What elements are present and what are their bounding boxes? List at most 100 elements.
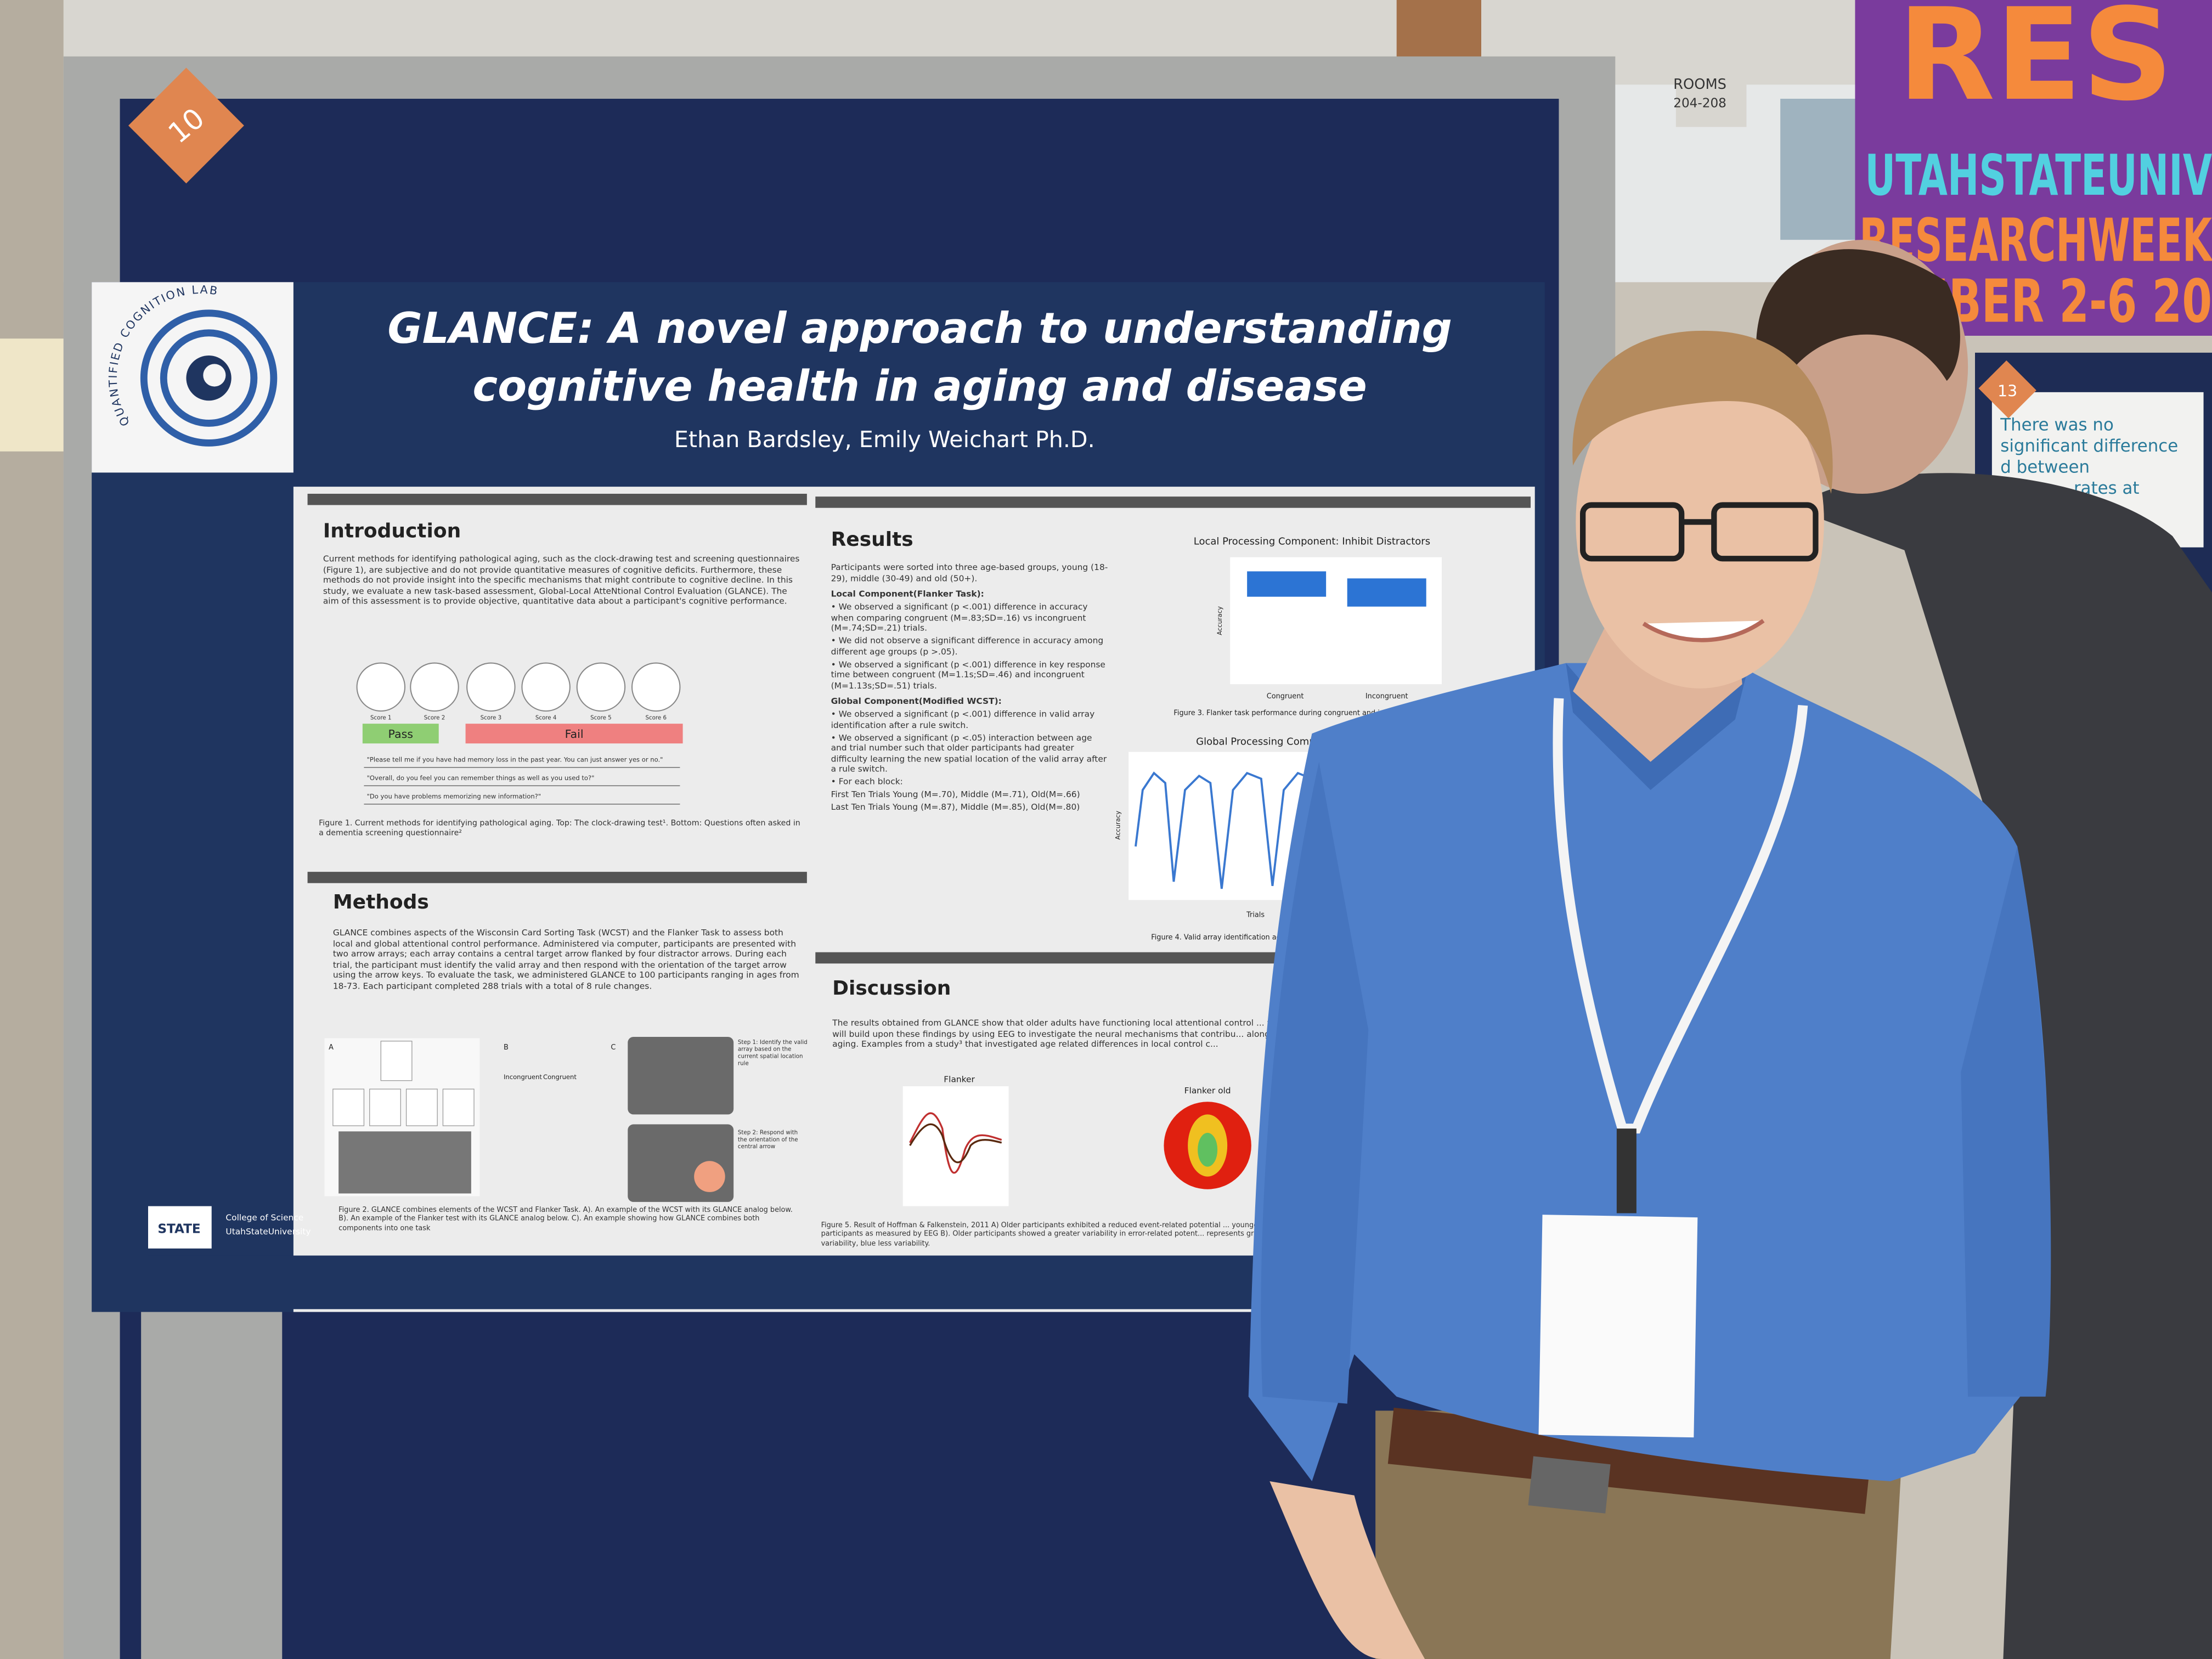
score-label: Score 3 (481, 714, 502, 721)
axis-label: Accuracy (1114, 811, 1122, 840)
question: "Please tell me if you have had memory l… (367, 756, 663, 764)
discussion-text: The results obtained from GLANCE show th… (832, 1018, 1288, 1050)
step-text: Step 1: Identify the valid array based o… (737, 1038, 808, 1066)
board-leg (141, 1297, 283, 1659)
scalp-map-center (1198, 1132, 1218, 1167)
hair (1756, 249, 1960, 395)
usu-logo: STATE College of Science UtahStateUniver… (148, 1206, 311, 1249)
panel-label: A (329, 1043, 334, 1052)
questions: "Please tell me if you have had memory l… (364, 756, 680, 805)
clock (576, 662, 626, 712)
sleeve (1261, 761, 1369, 1404)
question: "Do you have problems memorizing new inf… (367, 792, 541, 800)
box (1247, 571, 1327, 597)
results-bullet: • We observed a significant (p <.001) di… (831, 602, 1088, 634)
erp-line (909, 1112, 1002, 1174)
flanker-label: Incongruent (504, 1073, 542, 1081)
results-bullet: • We observed a significant (p <.001) di… (831, 659, 1105, 691)
score-label: Score 6 (645, 714, 667, 721)
card (332, 1088, 365, 1126)
axis-label: Incongruent (1365, 692, 1408, 701)
sleeve (1961, 846, 2051, 1397)
figure-2: A B C Incongruent Congruent Step 1: Iden… (324, 1037, 808, 1202)
neighbor-tag (1978, 360, 2036, 419)
banner-text: RES (1898, 0, 2174, 129)
logo-ring (160, 329, 258, 427)
results-bullet: • We observed a significant (p <.001) di… (831, 709, 1095, 730)
score-label: Score 5 (590, 714, 612, 721)
pass-label: Pass (388, 727, 414, 741)
intro-text: Current methods for identifying patholog… (323, 554, 800, 607)
neighbor-text: d between (2000, 457, 2090, 477)
belt (1387, 1407, 1871, 1514)
section-heading: Discussion (832, 977, 951, 1000)
axis-label: Accuracy (1216, 606, 1223, 635)
clock-drawings: Score 1 Score 2 Score 3 Score 4 Score 5 Score… (356, 662, 681, 721)
figure-caption: Figure 2. GLANCE combines elements of th… (338, 1206, 793, 1233)
plot-area (902, 1086, 1009, 1206)
caption-box: Figure 1. Current methods for identifyin… (319, 820, 800, 838)
axis-label: Congruent (1267, 692, 1304, 701)
poster-title: cognitive health in aging and disease (472, 362, 1367, 411)
discussion-text-box: The results obtained from GLANCE show th… (832, 1018, 1288, 1050)
results-bullet: Last Ten Trials Young (M=.87), Middle (M… (831, 803, 1080, 813)
step-box: Step 1: Identify the valid array based o… (737, 1038, 808, 1066)
person (1248, 330, 2051, 1659)
box (1347, 578, 1426, 607)
intro-text-box: Current methods for identifying patholog… (323, 554, 800, 607)
logo-text: UtahStateUniversity (225, 1227, 311, 1237)
card (369, 1088, 401, 1126)
results-intro: Participants were sorted into three age-… (831, 563, 1108, 584)
caption-box: Figure 5. Result of Hoffman & Falkenstei… (821, 1221, 1273, 1248)
badge (1538, 1215, 1698, 1438)
figure-label: Flanker (944, 1074, 975, 1084)
hair (1572, 330, 1833, 494)
results-bullet: • We did not observe a significant diffe… (831, 636, 1104, 657)
door (1396, 0, 1481, 64)
fail-box (465, 724, 683, 744)
figure-title: Local Processing Component: Inhibit Dist… (1194, 536, 1430, 548)
section-bar (815, 496, 1531, 508)
glasses (1580, 502, 1685, 562)
results-bullet: First Ten Trials Young (M=.70), Middle (… (831, 790, 1080, 800)
sign-text: 204-208 (1673, 96, 1726, 110)
clock (356, 662, 406, 712)
screen (628, 1037, 734, 1115)
neighbor-text: significant difference (2000, 436, 2178, 456)
results-bullet: • For each block: (831, 777, 903, 787)
section-bar (307, 872, 807, 883)
caption-box: Figure 2. GLANCE combines elements of th… (338, 1206, 793, 1233)
screen (628, 1124, 734, 1202)
logo-text: STATE (157, 1222, 200, 1236)
clip (1616, 1128, 1637, 1214)
figure-caption: Figure 4. Valid array identification acc… (1151, 934, 1296, 942)
pass-box (362, 724, 439, 744)
card (442, 1088, 475, 1126)
step-box: Step 2: Respond with the orientation of … (738, 1128, 798, 1150)
neighbor-number: 13 (1997, 382, 2017, 400)
figure-caption: Figure 5. Result of Hoffman & Falkenstei… (821, 1221, 1273, 1248)
section-heading: Results (831, 528, 913, 551)
methods-text: GLANCE combines aspects of the Wisconsin… (332, 928, 799, 991)
section-heading: Introduction (323, 520, 461, 543)
figure-3: Congruent Incongruent Accuracy (1216, 557, 1442, 701)
methods-text-box: GLANCE combines aspects of the Wisconsin… (332, 928, 799, 991)
logo-block (148, 1206, 212, 1249)
logo-text: College of Science (225, 1212, 303, 1222)
left-hall (0, 0, 64, 1659)
figure-5: Flanker Flanker old (902, 1074, 1251, 1206)
card (405, 1088, 438, 1126)
neighbor-text: There was no (2000, 415, 2114, 435)
buckle (1528, 1456, 1611, 1514)
fail-label: Fail (565, 727, 584, 741)
clock (521, 662, 571, 712)
results-subheading: Local Component(Flanker Task): (831, 589, 984, 600)
window-pane (1780, 99, 1858, 240)
axis-label: Trials (1246, 911, 1265, 919)
glance-grid (338, 1131, 471, 1194)
results-subheading: Global Component(Modified WCST): (831, 697, 1002, 707)
score-label: Score 1 (370, 714, 392, 721)
flanker-label: Congruent (543, 1073, 577, 1081)
